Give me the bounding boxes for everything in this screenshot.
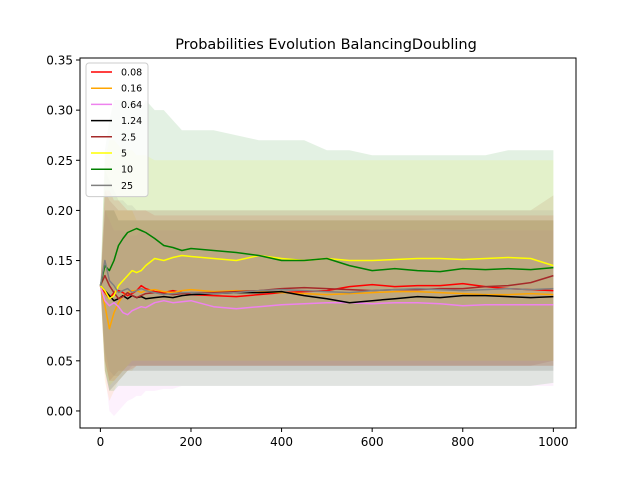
x-tick-label: 400 <box>270 435 293 449</box>
x-tick-label: 600 <box>361 435 384 449</box>
y-tick-label: 0.15 <box>46 254 73 268</box>
series-line-0.08 <box>99 282 554 300</box>
y-tick-label: 0.35 <box>46 54 73 68</box>
band-0.64 <box>100 210 554 416</box>
y-tick-label: 0.05 <box>46 354 73 368</box>
series-line-0.64 <box>99 285 554 316</box>
x-tick-label: 200 <box>180 435 203 449</box>
y-axis-ticks: 0.00 0.05 0.10 0.15 0.20 0.25 0.30 0.35 <box>46 54 80 418</box>
band-5 <box>100 140 554 386</box>
legend-label-2.5: 2.5 <box>121 132 136 143</box>
y-tick-label: 0.20 <box>46 204 73 218</box>
x-axis-ticks: 0 200 400 600 800 1000 <box>97 428 569 449</box>
series-line-5 <box>99 254 554 300</box>
legend-label-0.16: 0.16 <box>121 84 142 95</box>
y-tick-label: 0.10 <box>46 304 73 318</box>
legend-label-1.24: 1.24 <box>121 116 142 127</box>
legend: 0.08 0.16 0.64 1.24 2.5 5 10 25 <box>85 62 149 198</box>
plot-frame <box>79 57 577 429</box>
legend-label-10: 10 <box>121 165 133 176</box>
legend-box <box>85 62 149 198</box>
band-25 <box>100 170 554 376</box>
legend-label-5: 5 <box>121 149 127 160</box>
band-10 <box>100 100 554 391</box>
y-tick-label: 0.25 <box>46 154 73 168</box>
series-lines <box>99 227 554 330</box>
chart-title: Probabilities Evolution BalancingDoublin… <box>175 37 477 53</box>
x-tick-label: 1000 <box>538 435 569 449</box>
band-1.24 <box>100 210 554 391</box>
series-line-25 <box>99 259 554 296</box>
x-tick-label: 800 <box>451 435 474 449</box>
legend-label-25: 25 <box>121 181 133 192</box>
x-tick-label: 0 <box>97 435 105 449</box>
series-line-10 <box>99 227 554 286</box>
legend-label-0.08: 0.08 <box>121 68 142 79</box>
y-tick-label: 0.30 <box>46 104 73 118</box>
band-2.5 <box>100 190 554 381</box>
band-0.08 <box>100 190 554 381</box>
y-tick-label: 0.00 <box>46 404 73 418</box>
legend-label-0.64: 0.64 <box>121 100 142 111</box>
